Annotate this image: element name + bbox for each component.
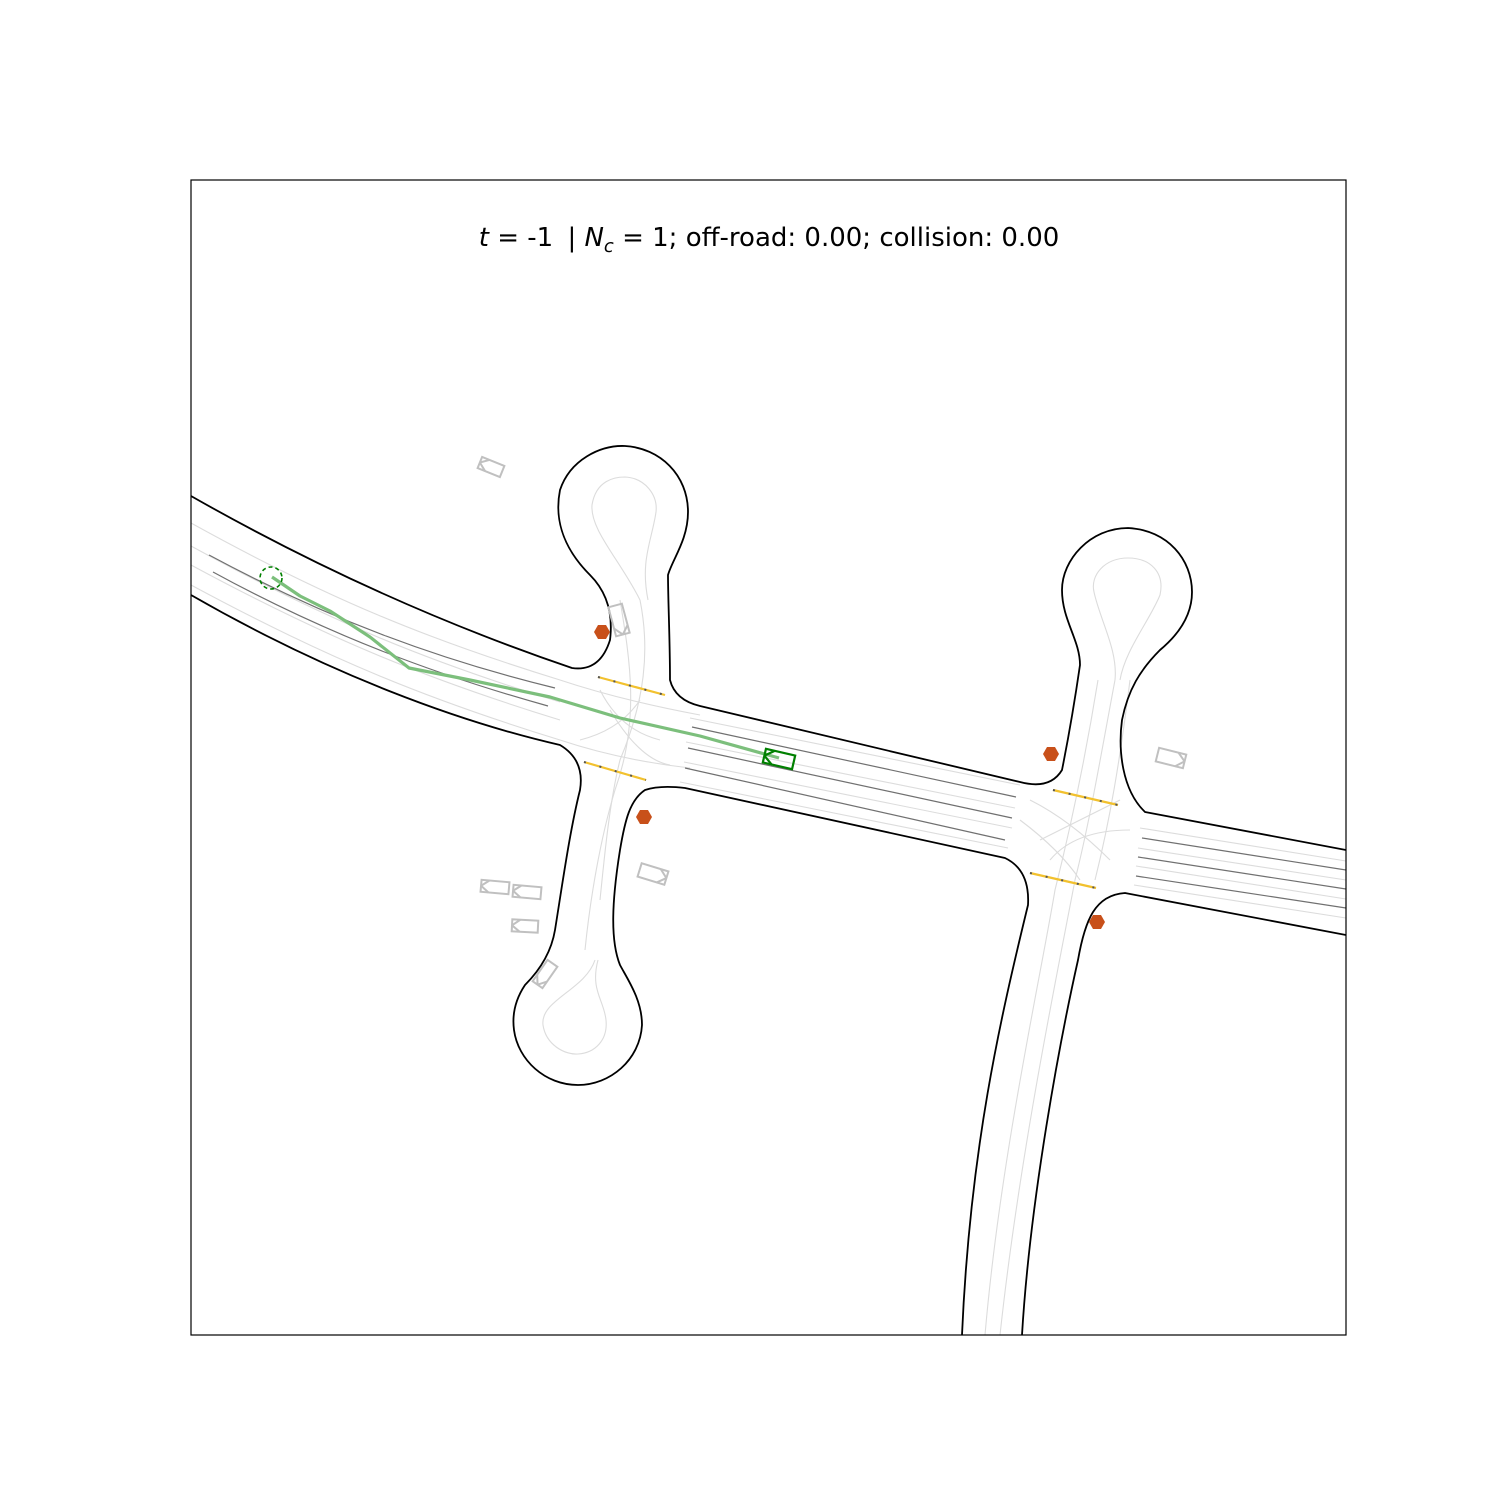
vehicle (510, 918, 540, 934)
stop-sign-icon (636, 810, 652, 824)
map-layer (191, 445, 1346, 1335)
ego-vehicle (761, 747, 797, 771)
stop-sign-icon (594, 625, 610, 639)
vehicle (607, 602, 631, 638)
other-vehicles (476, 455, 1188, 990)
crosswalk-north-1 (597, 675, 666, 697)
vehicle (531, 958, 559, 990)
vehicle (636, 861, 670, 887)
ego-trajectory (271, 575, 780, 760)
road-edges (191, 445, 1346, 1335)
vehicle (1154, 746, 1188, 770)
crosswalks (583, 675, 1119, 890)
stop-signs (594, 625, 1105, 929)
vehicle (479, 878, 511, 896)
plot-title: t = -1 | Nc = 1; off-road: 0.00; collisi… (479, 223, 1060, 259)
stop-sign-icon (1089, 915, 1105, 929)
stop-sign-icon (1043, 747, 1059, 761)
vehicle (476, 455, 506, 479)
goal-marker (259, 566, 283, 590)
lane-centerlines (191, 476, 1346, 1335)
axes-frame (190, 179, 1347, 1336)
lane-dividers (208, 554, 1346, 909)
vehicle (511, 883, 543, 901)
